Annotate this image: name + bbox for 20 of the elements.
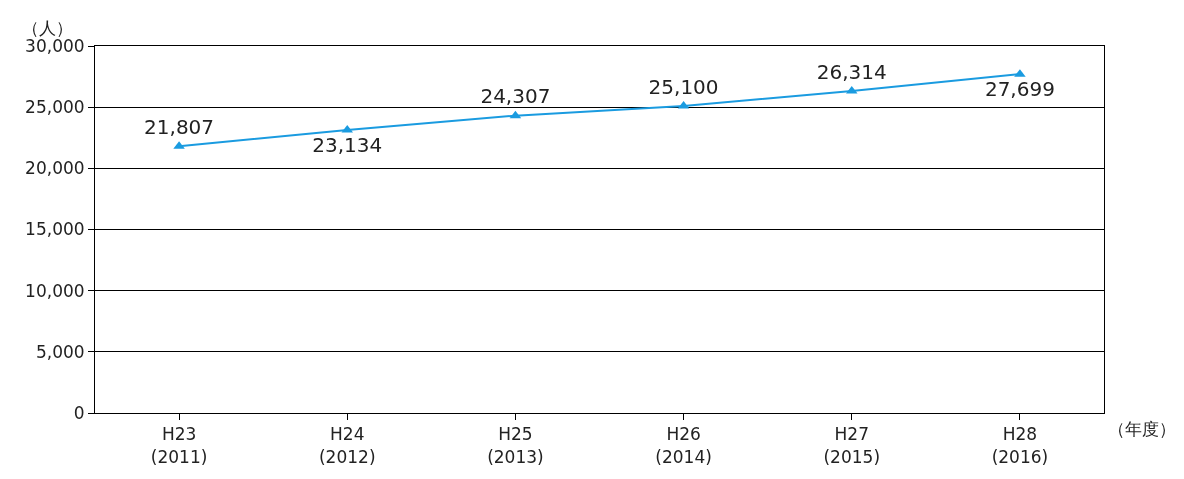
y-tick-label: 0: [73, 402, 85, 423]
x-tick-label: H27 (2015): [823, 424, 881, 467]
x-tick-label: H24 (2012): [318, 424, 376, 467]
y-tick-label: 25,000: [25, 97, 85, 118]
y-tick-label: 10,000: [25, 280, 85, 301]
y-tick-label: 20,000: [25, 158, 85, 179]
data-label: 21,807: [144, 114, 215, 139]
data-label: 23,134: [312, 133, 383, 158]
data-label: 25,100: [648, 74, 719, 99]
y-tick-label: 5,000: [35, 341, 85, 362]
data-label: 27,699: [984, 77, 1055, 102]
x-tick-label: H28 (2016): [991, 424, 1049, 467]
y-axis-title: （人）: [22, 18, 73, 38]
x-axis-title: （年度）: [1108, 419, 1176, 439]
x-tick-label: H23 (2011): [150, 424, 208, 467]
x-tick-label: H25 (2013): [487, 424, 544, 467]
data-label: 26,314: [816, 59, 887, 84]
data-label: 24,307: [480, 84, 551, 109]
x-tick-label: H26 (2014): [655, 424, 712, 467]
y-tick-label: 15,000: [25, 219, 85, 240]
